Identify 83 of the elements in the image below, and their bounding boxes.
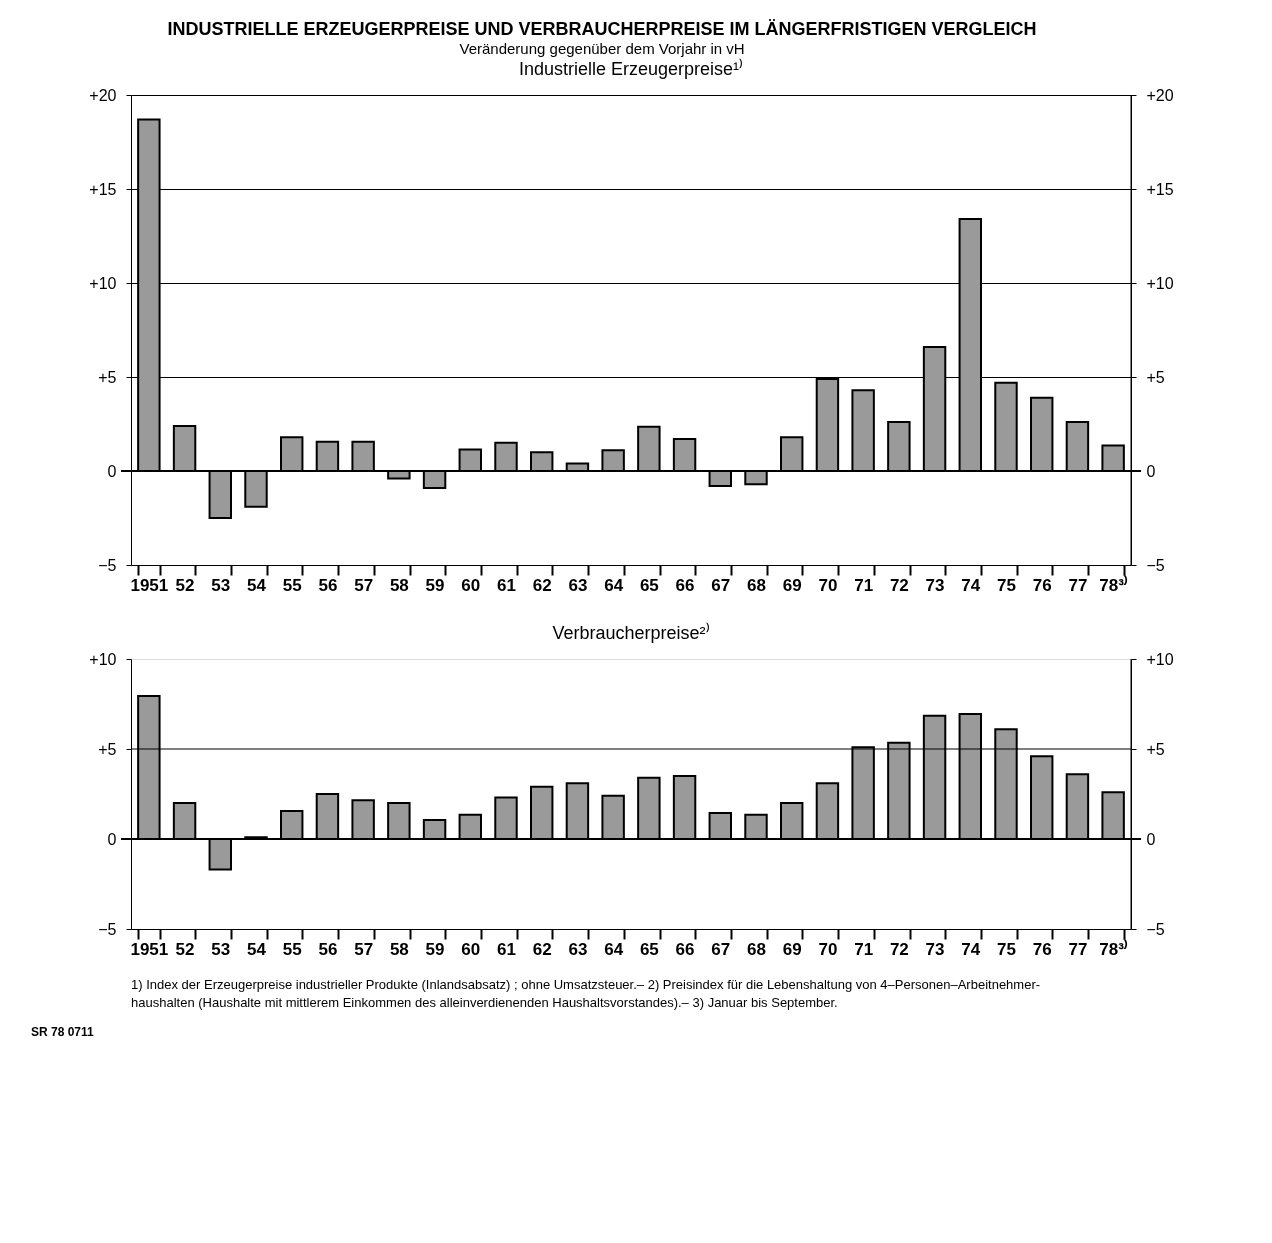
x-tick-label: 72	[889, 575, 909, 595]
y2-tick-label: +5	[1146, 368, 1165, 386]
x-tick-label: 78³⁾	[1099, 574, 1128, 595]
chart-subtitle: Veränderung gegenüber dem Vorjahr in vH	[459, 39, 745, 57]
x-tick-label: 52	[175, 575, 195, 595]
x-tick-label: 63	[568, 939, 588, 959]
x-tick-label: 68	[747, 575, 766, 595]
x-tick-label: 58	[389, 939, 409, 959]
x-tick-label: 58	[389, 575, 409, 595]
y-tick-label: −5	[98, 920, 117, 938]
x-tick-label: 69	[782, 575, 802, 595]
x-tick-label: 65	[639, 939, 659, 959]
x-tick-label: 71	[854, 939, 874, 959]
x-tick-label: 55	[282, 939, 302, 959]
x-tick-label: 66	[675, 939, 695, 959]
y2-tick-label: +10	[1146, 650, 1174, 668]
x-tick-label: 73	[925, 575, 945, 595]
text: haushalten (Haushalte mit mittlerem Einkommen des alleinverdienenden Haushaltsvorstandes).– 3) Januar bis September.	[131, 995, 838, 1010]
x-tick-label: 77	[1068, 939, 1088, 959]
y-tick-label: +10	[89, 274, 117, 292]
y-tick-label: −5	[98, 556, 117, 574]
y2-tick-label: 0	[1146, 462, 1156, 480]
y-tick-label: 0	[107, 462, 117, 480]
x-tick-label: 63	[568, 575, 588, 595]
y2-tick-label: +5	[1146, 740, 1165, 758]
text: Verbraucherpreise²⁾	[552, 622, 710, 643]
x-tick-label: 59	[425, 575, 445, 595]
x-tick-label: 53	[211, 939, 231, 959]
x-tick-label: 54	[247, 939, 267, 959]
text: SR 78 0711	[31, 1025, 95, 1039]
x-tick-label: 62	[532, 939, 552, 959]
y2-tick-label: −5	[1146, 920, 1165, 938]
x-tick-label: 53	[211, 575, 231, 595]
y-tick-label: +10	[89, 650, 117, 668]
y2-tick-label: −5	[1146, 556, 1165, 574]
x-tick-label: 75	[997, 575, 1016, 595]
x-tick-label: 56	[318, 575, 338, 595]
x-tick-label: 67	[711, 575, 731, 595]
x-tick-label: 60	[461, 575, 481, 595]
x-tick-label: 60	[461, 939, 481, 959]
x-tick-label: 78³⁾	[1099, 938, 1128, 959]
x-tick-label: 57	[354, 939, 374, 959]
x-tick-label: 75	[997, 939, 1016, 959]
x-tick-label: 62	[532, 575, 552, 595]
text: Industrielle Erzeugerpreise¹⁾	[518, 58, 744, 79]
x-tick-label: 73	[925, 939, 945, 959]
x-tick-label: 57	[354, 575, 374, 595]
x-tick-label: 61	[497, 939, 516, 959]
x-tick-label: 1951	[130, 575, 169, 595]
chart-title: INDUSTRIELLE ERZEUGERPREISE UND VERBRAUCHERPREISE IM LÄNGERFRISTIGEN VERGLEICH	[167, 18, 1037, 39]
x-tick-label: 66	[675, 575, 695, 595]
x-tick-label: 74	[961, 575, 981, 595]
y2-tick-label: +15	[1146, 180, 1174, 198]
y-tick-label: +15	[89, 180, 117, 198]
x-tick-label: 64	[604, 939, 624, 959]
x-tick-label: 59	[425, 939, 445, 959]
x-tick-label: 70	[818, 575, 838, 595]
x-tick-label: 70	[818, 939, 838, 959]
y-tick-label: +5	[98, 740, 117, 758]
x-tick-label: 56	[318, 939, 338, 959]
x-tick-label: 76	[1032, 939, 1052, 959]
x-tick-label: 52	[175, 939, 195, 959]
y2-tick-label: 0	[1146, 830, 1156, 848]
y-tick-label: +20	[89, 86, 117, 104]
x-tick-label: 67	[711, 939, 731, 959]
x-tick-label: 65	[639, 575, 659, 595]
x-tick-label: 72	[889, 939, 909, 959]
y2-tick-label: +10	[1146, 274, 1174, 292]
x-tick-label: 55	[282, 575, 302, 595]
x-tick-label: 69	[782, 939, 802, 959]
y2-tick-label: +20	[1146, 86, 1174, 104]
x-tick-label: 1951	[130, 939, 169, 959]
x-tick-label: 76	[1032, 575, 1052, 595]
x-tick-label: 77	[1068, 575, 1088, 595]
x-tick-label: 71	[854, 575, 874, 595]
x-tick-label: 74	[961, 939, 981, 959]
y-tick-label: 0	[107, 830, 117, 848]
text: 1) Index der Erzeugerpreise industrieller Produkte (Inlandsabsatz) ; ohne Umsatzsteuer.– 2) Preisindex für die Lebenshaltung von 4–Personen–Arbeitnehmer-	[131, 977, 1041, 992]
x-tick-label: 68	[747, 939, 766, 959]
x-tick-label: 64	[604, 575, 624, 595]
x-tick-label: 54	[247, 575, 267, 595]
y-tick-label: +5	[98, 368, 117, 386]
x-tick-label: 61	[497, 575, 516, 595]
